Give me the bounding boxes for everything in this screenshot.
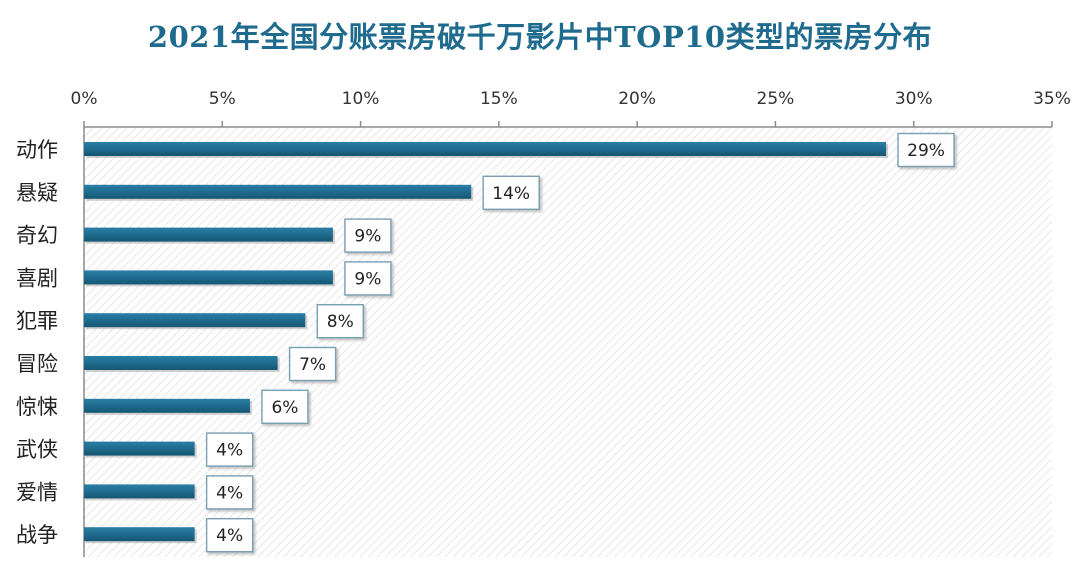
x-tick-label: 0%: [71, 89, 98, 109]
bar: [84, 356, 278, 370]
data-label: 6%: [271, 398, 298, 418]
category-label: 惊悚: [16, 395, 58, 419]
data-label-box: [205, 432, 254, 467]
x-tick-label: 35%: [1033, 89, 1071, 109]
x-axis: 0% 5% 10% 15% 20% 25% 30% 35%: [71, 89, 1071, 557]
category-label: 奇幻: [16, 224, 58, 248]
data-label-box: [288, 346, 337, 382]
data-label: 8%: [327, 312, 354, 332]
bar: [84, 398, 250, 413]
category-label: 悬疑: [16, 181, 58, 205]
data-label-box: [897, 132, 955, 168]
data-label-box: [205, 518, 254, 553]
category-label: 动作: [16, 138, 58, 162]
data-label: 4%: [216, 441, 243, 461]
bar: [84, 184, 472, 199]
bar: [84, 142, 887, 156]
x-tick-label: 30%: [895, 89, 933, 109]
category-label: 喜剧: [16, 266, 58, 290]
data-label: 4%: [216, 483, 243, 503]
data-label: 9%: [354, 269, 381, 289]
x-tick-label: 10%: [342, 89, 380, 109]
data-label: 14%: [492, 184, 530, 204]
data-label-box: [261, 389, 309, 424]
bar: [84, 484, 195, 499]
data-label: 29%: [907, 141, 945, 161]
bar: [84, 441, 195, 456]
category-label: 武侠: [16, 438, 58, 462]
data-label-box: [344, 261, 392, 296]
data-labels-group: 29% 14% 9% 9% 8% 7% 6% 4% 4% 4%: [205, 132, 955, 553]
x-tick-label: 20%: [618, 89, 656, 109]
category-label: 战争: [16, 523, 58, 547]
category-label: 爱情: [16, 480, 58, 504]
bars-group: [84, 142, 889, 544]
category-label: 犯罪: [16, 309, 58, 333]
data-label-box: [205, 475, 254, 510]
data-label: 4%: [216, 526, 243, 546]
x-tick-label: 25%: [757, 89, 795, 109]
category-label: 冒险: [16, 352, 58, 376]
bar: [84, 527, 195, 542]
data-label-box: [316, 304, 364, 339]
bar: [84, 313, 306, 328]
bar: [84, 270, 333, 285]
chart-title: 2021年全国分账票房破千万影片中TOP10类型的票房分布: [147, 20, 933, 54]
bar: [84, 227, 333, 242]
data-label: 9%: [354, 227, 381, 247]
data-label: 7%: [299, 355, 326, 375]
x-tick-label: 15%: [480, 89, 518, 109]
data-label-box: [344, 218, 392, 253]
x-tick-label: 5%: [209, 89, 236, 109]
data-label-box: [482, 175, 540, 211]
